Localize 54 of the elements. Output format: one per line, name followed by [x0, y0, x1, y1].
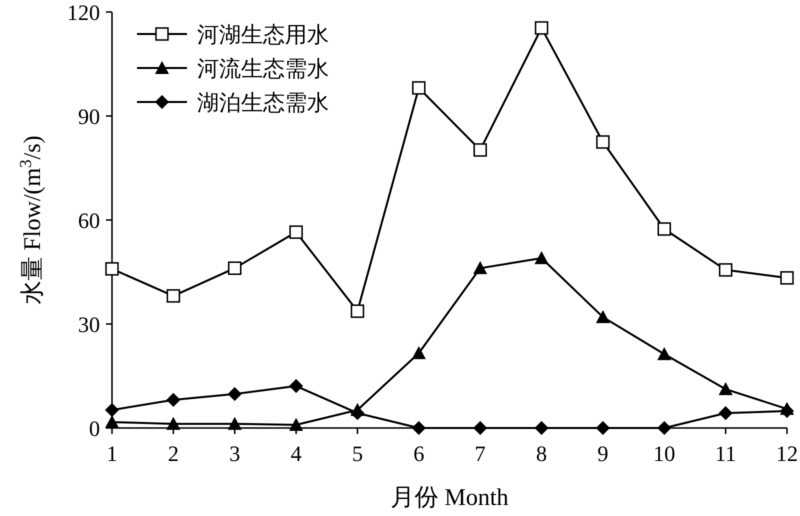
x-tick-label: 5 — [352, 441, 363, 466]
y-tick-label: 120 — [67, 0, 100, 25]
y-tick-label: 30 — [78, 312, 100, 337]
point — [412, 81, 426, 95]
point — [596, 310, 610, 324]
x-axis-title: 月份 Month — [390, 485, 509, 511]
point — [658, 222, 672, 236]
point — [289, 418, 304, 431]
point — [105, 415, 119, 428]
point — [780, 271, 794, 285]
point — [596, 135, 610, 149]
y-tick-label: 90 — [78, 104, 100, 129]
point — [473, 421, 488, 435]
point — [718, 406, 733, 420]
point — [718, 263, 732, 277]
x-tick-label: 11 — [715, 441, 736, 466]
x-tick-label: 8 — [536, 441, 548, 466]
y-tick-label: 0 — [89, 416, 100, 441]
point — [105, 402, 119, 417]
y-tick-label: 60 — [78, 208, 100, 233]
point — [228, 387, 242, 402]
legend-label: 湖泊生态需水 — [197, 90, 329, 115]
legend-label: 河湖生态用水 — [197, 22, 329, 47]
point — [473, 261, 488, 274]
point — [718, 382, 733, 396]
point — [657, 421, 672, 435]
point — [166, 289, 180, 303]
point — [657, 347, 672, 360]
x-tick-label: 10 — [653, 441, 676, 466]
x-tick-label: 1 — [106, 441, 118, 466]
point — [228, 261, 242, 275]
point — [289, 379, 304, 394]
x-tick-label: 7 — [474, 441, 486, 466]
x-tick-label: 4 — [290, 441, 302, 466]
x-tick-label: 3 — [229, 441, 240, 466]
point — [534, 421, 549, 435]
point — [596, 421, 610, 435]
point — [289, 225, 303, 239]
point — [473, 143, 487, 157]
x-tick-label: 12 — [776, 441, 798, 466]
x-tick-label: 9 — [597, 441, 608, 466]
point — [780, 404, 794, 418]
point — [534, 21, 548, 35]
point — [166, 392, 180, 407]
point — [166, 416, 180, 430]
legend-label: 河流生态需水 — [197, 56, 329, 81]
point — [412, 421, 426, 435]
point — [350, 304, 364, 318]
point — [228, 416, 242, 430]
x-tick-label: 2 — [168, 441, 179, 466]
point — [105, 262, 119, 276]
point — [534, 251, 549, 264]
point — [412, 346, 426, 360]
x-tick-label: 6 — [413, 441, 424, 466]
